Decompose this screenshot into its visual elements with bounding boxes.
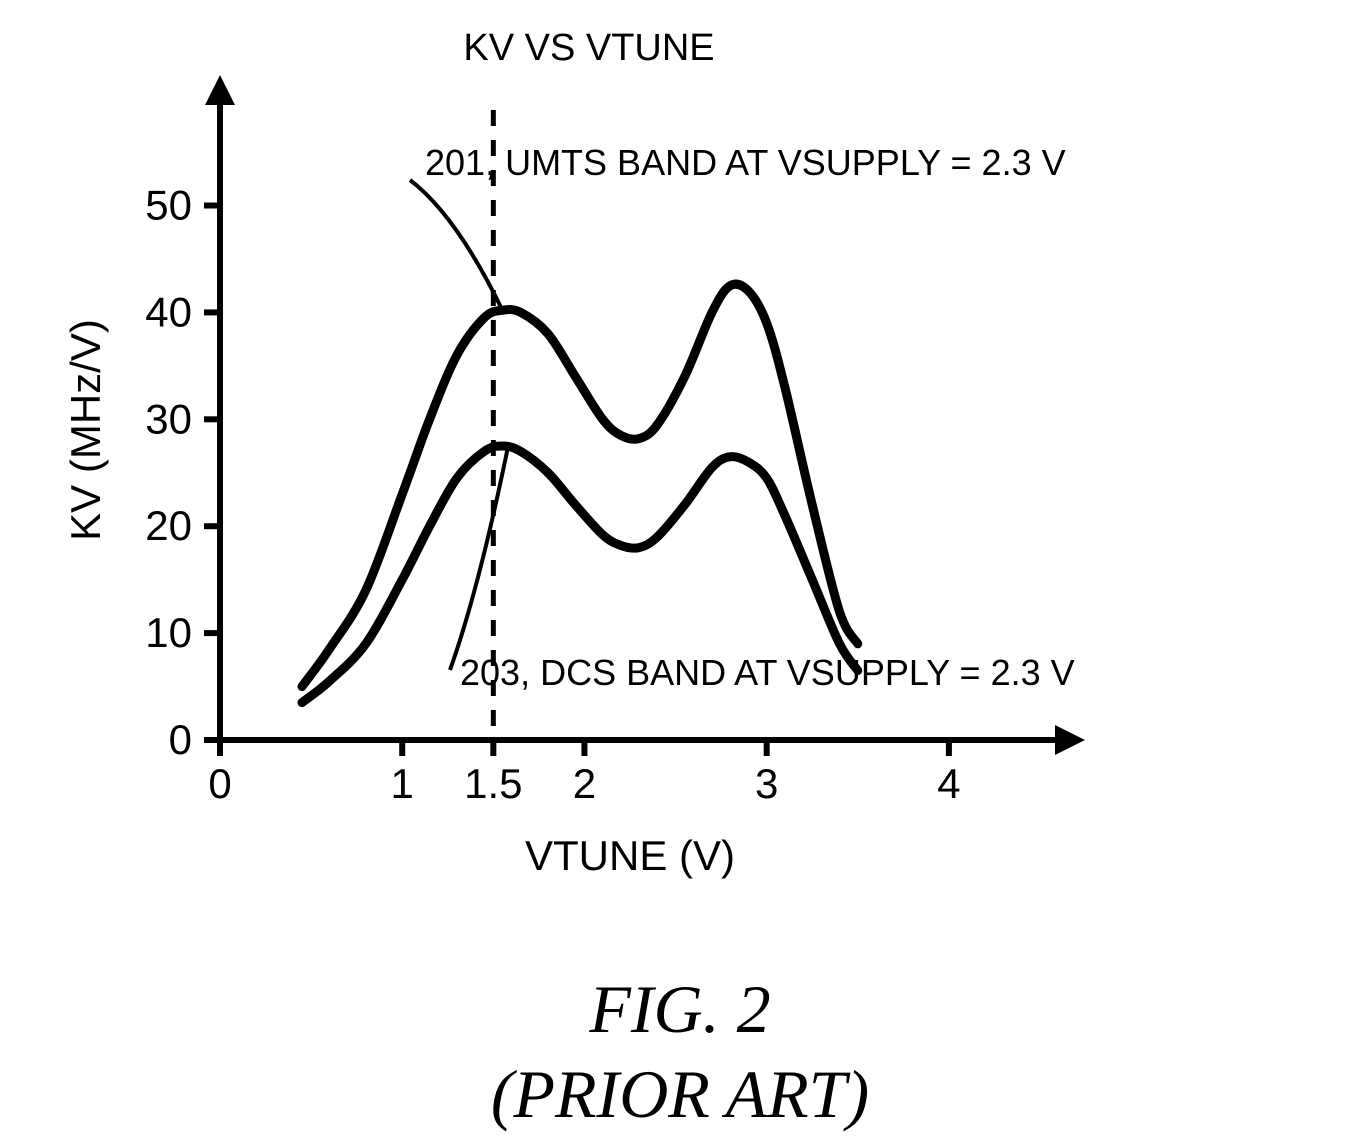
svg-text:10: 10 bbox=[145, 609, 192, 656]
svg-text:4: 4 bbox=[937, 760, 960, 807]
svg-text:203, DCS BAND AT VSUPPLY = 2.3: 203, DCS BAND AT VSUPPLY = 2.3 V bbox=[460, 652, 1075, 693]
svg-text:20: 20 bbox=[145, 502, 192, 549]
svg-text:3: 3 bbox=[755, 760, 778, 807]
svg-text:2: 2 bbox=[573, 760, 596, 807]
svg-text:0: 0 bbox=[169, 716, 192, 763]
kv-vs-vtune-chart: 0 1 2 3 4 1.5 0 10 20 30 40 50 VTUNE (V) KV (MHz/V) KV… bbox=[0, 0, 1360, 900]
svg-text:40: 40 bbox=[145, 288, 192, 335]
figure-caption-line1: FIG. 2 bbox=[0, 970, 1360, 1049]
svg-text:KV VS VTUNE: KV VS VTUNE bbox=[463, 27, 714, 69]
svg-text:201, UMTS BAND AT VSUPPLY = 2.: 201, UMTS BAND AT VSUPPLY = 2.3 V bbox=[425, 142, 1066, 183]
svg-text:1: 1 bbox=[391, 760, 414, 807]
svg-text:30: 30 bbox=[145, 395, 192, 442]
svg-text:KV (MHz/V): KV (MHz/V) bbox=[62, 319, 109, 541]
svg-text:50: 50 bbox=[145, 182, 192, 229]
svg-text:1.5: 1.5 bbox=[464, 760, 522, 807]
figure-container: 0 1 2 3 4 1.5 0 10 20 30 40 50 VTUNE (V) KV (MHz/V) KV… bbox=[0, 0, 1360, 1139]
svg-text:0: 0 bbox=[208, 760, 231, 807]
svg-text:VTUNE (V): VTUNE (V) bbox=[525, 832, 735, 879]
figure-caption-line2: (PRIOR ART) bbox=[0, 1055, 1360, 1134]
